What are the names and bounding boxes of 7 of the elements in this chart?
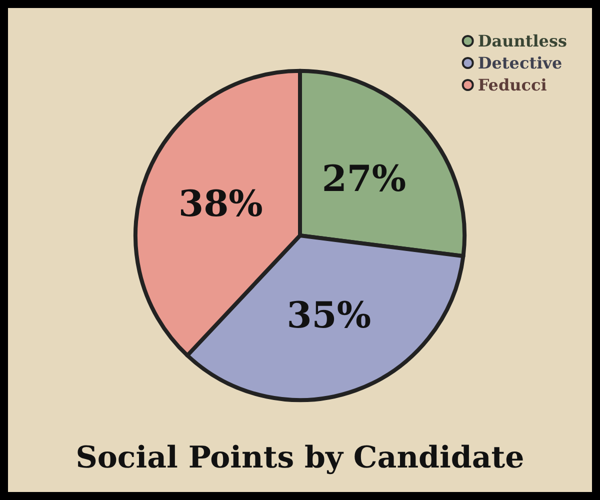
data-label: 38% bbox=[178, 183, 263, 226]
data-label: 35% bbox=[286, 294, 372, 337]
legend-label: Detective bbox=[478, 54, 562, 72]
data-label: 27% bbox=[322, 158, 406, 200]
legend-label: Dauntless bbox=[478, 32, 567, 50]
legend-label: Feducci bbox=[478, 76, 547, 94]
text: Social Points by Candidate bbox=[76, 440, 524, 476]
